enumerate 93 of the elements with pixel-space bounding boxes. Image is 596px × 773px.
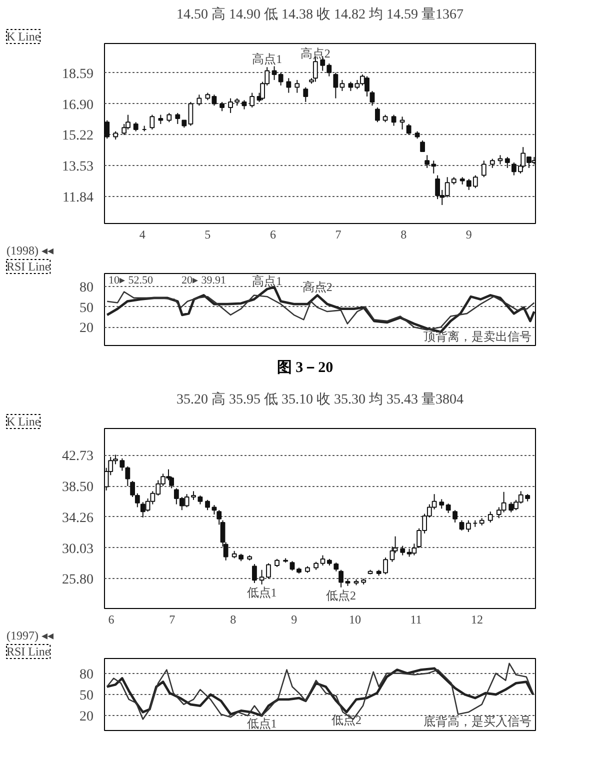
x-tick-label: 6: [270, 228, 276, 242]
y-tick-label: 80: [80, 280, 94, 296]
x-tick-label: 6: [108, 612, 114, 626]
candlestick: [220, 101, 225, 112]
y-tick-label: 11.84: [62, 190, 94, 206]
x-tick-label: 10: [349, 612, 362, 626]
candlestick: [488, 511, 493, 524]
x-tick-label: 9: [466, 228, 472, 242]
candlestick: [400, 545, 406, 556]
y-tick-label: 13.53: [62, 160, 94, 175]
annotation: 高点2: [302, 280, 332, 294]
candlestick: [242, 100, 247, 110]
candlestick: [150, 114, 155, 130]
x-tick-label: 7: [335, 228, 342, 242]
candlestick: [196, 94, 202, 106]
x-axis-title: (1998) ◂◂: [6, 244, 54, 258]
x-tick-label: 12: [470, 612, 483, 626]
annotation: 高点2: [300, 46, 330, 61]
chart-title: 14.50 高 14.90 低 14.38 收 14.82 均 14.59 量1367: [176, 6, 464, 22]
x-tick-label: 7: [169, 612, 176, 626]
x-tick-label: 8: [230, 612, 236, 626]
y-axis-title: RSI Line: [6, 260, 50, 274]
candlestick: [212, 94, 217, 106]
candlestick: [303, 86, 308, 102]
y-tick-label: 80: [80, 667, 94, 682]
candlestick: [348, 81, 354, 92]
candlestick: [212, 504, 217, 515]
candlestick: [272, 66, 277, 80]
annotation: 高点1: [252, 274, 282, 288]
y-tick-label: 15.22: [62, 128, 94, 144]
candlestick: [406, 123, 412, 136]
candlestick: [446, 503, 451, 514]
candlestick: [391, 114, 396, 126]
candlestick: [104, 120, 110, 140]
candlestick: [286, 78, 292, 94]
text: 图 3－20: [276, 360, 334, 376]
candlestick: [250, 92, 255, 108]
y-tick-label: 42.73: [62, 449, 94, 464]
y-tick-label: 25.80: [62, 572, 94, 588]
candlestick: [320, 554, 326, 566]
candlestick: [125, 466, 130, 487]
y-axis-title: RSI Line: [6, 644, 50, 658]
y-tick-label: 30.03: [62, 542, 94, 557]
annotation: 低点2: [326, 588, 356, 602]
y-tick-label: 18.59: [62, 66, 94, 82]
annotation: 顶背离，是卖出信号: [424, 330, 532, 344]
candlestick: [481, 160, 486, 178]
candlestick: [259, 569, 264, 585]
annotation: 20▸ 39.91: [182, 274, 226, 286]
annotation: 10▸ 52.50: [108, 274, 154, 286]
candlestick: [439, 498, 444, 510]
x-tick-label: 9: [291, 612, 298, 626]
candlestick: [252, 564, 257, 584]
candlestick: [158, 114, 164, 124]
y-axis-title: K Line: [6, 414, 40, 428]
candlestick: [205, 499, 210, 511]
annotation: 低点1: [246, 585, 277, 600]
x-tick-label: 4: [139, 228, 146, 242]
line-series: [106, 291, 535, 331]
candlestick: [120, 458, 125, 472]
y-tick-label: 50: [80, 300, 94, 316]
candlestick: [420, 140, 425, 152]
y-tick-label: 20: [80, 321, 94, 336]
candlestick: [459, 520, 464, 532]
candlestick: [290, 560, 295, 572]
annotation: 高点1: [252, 52, 282, 66]
x-tick-label: 5: [204, 228, 211, 242]
candlestick: [175, 112, 180, 124]
y-tick-label: 38.50: [62, 480, 94, 496]
x-axis-title: (1997) ◂◂: [6, 628, 54, 642]
candlestick: [166, 112, 172, 123]
annotation: 低点1: [246, 716, 277, 731]
y-tick-label: 50: [80, 688, 94, 704]
candlestick: [294, 79, 300, 94]
candlestick: [370, 90, 375, 106]
candlestick: [452, 510, 458, 524]
chart-title: 35.20 高 35.95 低 35.10 收 35.30 均 35.43 量3804: [176, 392, 464, 408]
y-tick-label: 16.90: [62, 98, 94, 113]
candlestick: [278, 72, 284, 86]
annotation: 底背高，是买入信号: [424, 714, 532, 728]
y-axis-title: K Line: [6, 30, 40, 44]
candlestick: [466, 520, 471, 532]
x-tick-label: 11: [410, 612, 422, 626]
candlestick: [375, 106, 380, 123]
x-tick-label: 8: [400, 228, 407, 242]
candlestick: [490, 158, 495, 168]
candlestick: [266, 562, 271, 580]
candlestick: [338, 569, 344, 588]
candlestick: [504, 156, 510, 168]
y-tick-label: 34.26: [62, 510, 94, 526]
candlestick: [133, 122, 138, 132]
annotation: 低点2: [332, 713, 362, 728]
y-tick-label: 20: [80, 710, 94, 725]
